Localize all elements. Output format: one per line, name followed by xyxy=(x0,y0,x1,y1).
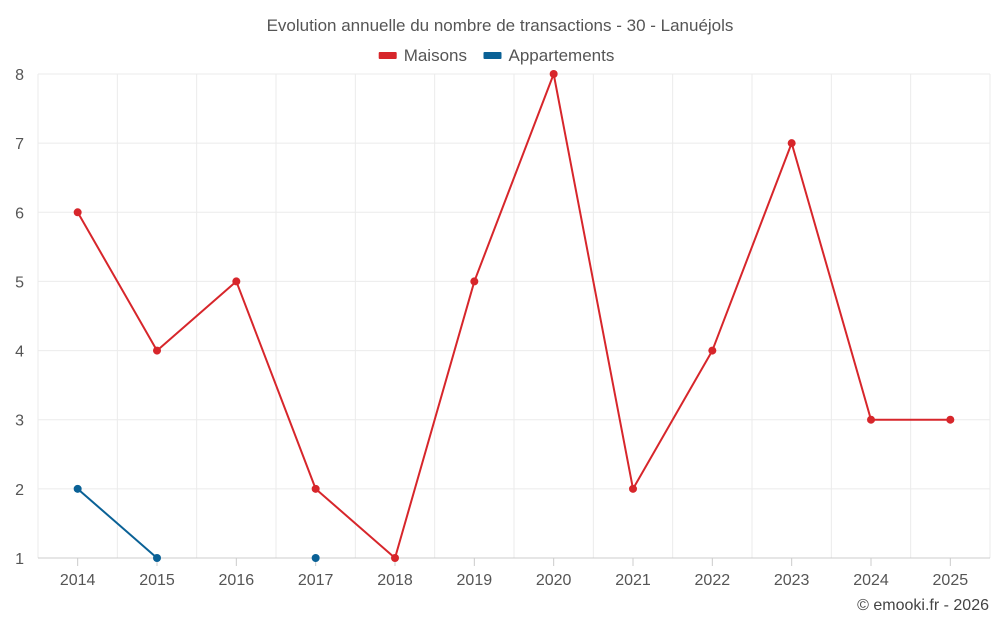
y-tick-label: 5 xyxy=(15,274,24,291)
chart-title: Evolution annuelle du nombre de transact… xyxy=(267,16,734,35)
legend: Maisons Appartements xyxy=(379,46,615,65)
data-point-appartements-2014[interactable] xyxy=(74,485,82,493)
data-point-maisons-2015[interactable] xyxy=(153,347,161,355)
legend-label-appartements: Appartements xyxy=(509,46,615,65)
data-point-maisons-2024[interactable] xyxy=(867,416,875,424)
x-tick-label-2016: 2016 xyxy=(219,572,255,589)
data-point-appartements-2015[interactable] xyxy=(153,554,161,562)
legend-swatch-maisons xyxy=(379,52,397,59)
data-point-maisons-2014[interactable] xyxy=(74,208,82,216)
x-tick-label-2017: 2017 xyxy=(298,572,334,589)
x-tick-label-2021: 2021 xyxy=(615,572,651,589)
x-tick-label-2024: 2024 xyxy=(853,572,889,589)
y-tick-label: 6 xyxy=(15,205,24,222)
data-point-maisons-2025[interactable] xyxy=(946,416,954,424)
legend-item-maisons[interactable]: Maisons xyxy=(379,46,467,65)
x-tick-label-2022: 2022 xyxy=(695,572,731,589)
y-tick-label: 4 xyxy=(15,344,24,361)
data-point-maisons-2023[interactable] xyxy=(788,139,796,147)
legend-swatch-appartements xyxy=(484,52,502,59)
x-tick-label-2020: 2020 xyxy=(536,572,572,589)
data-point-appartements-2017[interactable] xyxy=(312,554,320,562)
data-point-maisons-2019[interactable] xyxy=(470,277,478,285)
x-tick-label-2018: 2018 xyxy=(377,572,413,589)
y-tick-label: 2 xyxy=(15,482,24,499)
data-point-maisons-2016[interactable] xyxy=(232,277,240,285)
data-point-maisons-2018[interactable] xyxy=(391,554,399,562)
x-tick-label-2023: 2023 xyxy=(774,572,810,589)
y-tick-label: 8 xyxy=(15,67,24,84)
copyright-credit: © emooki.fr - 2026 xyxy=(857,597,989,614)
legend-label-maisons: Maisons xyxy=(404,46,467,65)
legend-item-appartements[interactable]: Appartements xyxy=(484,46,615,65)
x-tick-label-2025: 2025 xyxy=(933,572,969,589)
data-point-maisons-2021[interactable] xyxy=(629,485,637,493)
y-tick-label: 3 xyxy=(15,413,24,430)
x-tick-label-2014: 2014 xyxy=(60,572,96,589)
y-tick-label: 7 xyxy=(15,136,24,153)
x-tick-label-2015: 2015 xyxy=(139,572,175,589)
x-tick-label-2019: 2019 xyxy=(457,572,493,589)
y-tick-label: 1 xyxy=(15,551,24,568)
data-point-maisons-2020[interactable] xyxy=(550,70,558,78)
gridlines xyxy=(38,74,990,558)
data-point-maisons-2022[interactable] xyxy=(708,347,716,355)
data-point-maisons-2017[interactable] xyxy=(312,485,320,493)
line-chart: Evolution annuelle du nombre de transact… xyxy=(0,0,1000,625)
